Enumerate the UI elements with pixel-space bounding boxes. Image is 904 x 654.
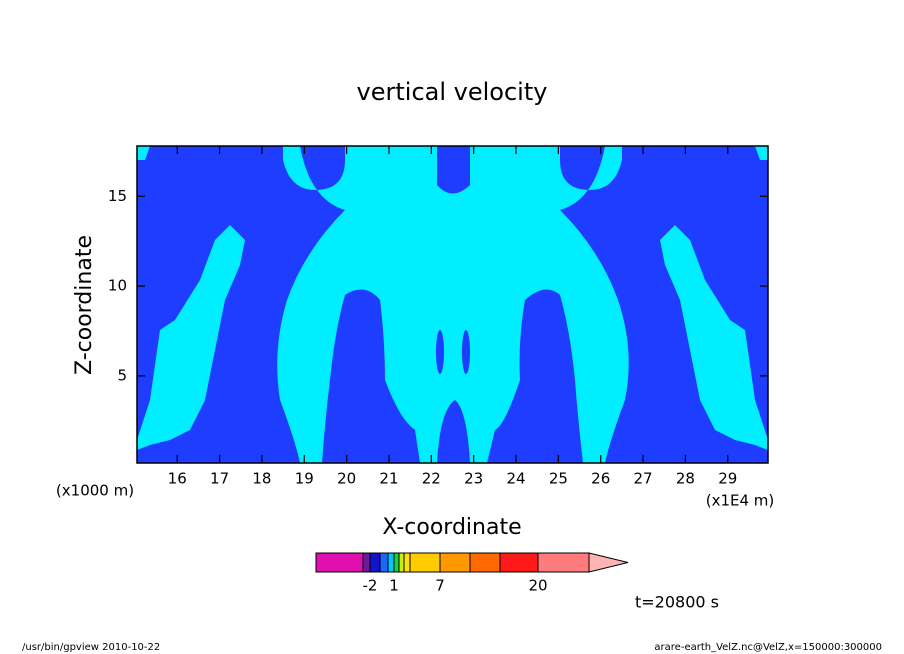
x-tick-label: 20 — [337, 470, 356, 488]
x-tick-label: 25 — [549, 470, 568, 488]
chart-title: vertical velocity — [357, 78, 548, 106]
x-tick-label: 26 — [591, 470, 610, 488]
x-tick-label: 29 — [718, 470, 737, 488]
x-scale-label: (x1000 m) — [56, 482, 134, 500]
colorbar-segment — [499, 552, 539, 573]
field-low-island — [462, 330, 470, 374]
colorbar-segment — [537, 552, 590, 573]
field-high — [137, 225, 245, 450]
colorbar-tick-label: 20 — [528, 577, 547, 595]
x-tick-label: 28 — [676, 470, 695, 488]
field-low-island — [436, 330, 444, 374]
x-tick-label: 24 — [506, 470, 525, 488]
x-axis-label: X-coordinate — [382, 515, 521, 540]
x-tick-label: 22 — [422, 470, 441, 488]
x-tick-label: 18 — [252, 470, 271, 488]
y-tick-label: 15 — [108, 187, 127, 205]
colorbar-segment — [393, 552, 400, 573]
y-tick-label: 10 — [108, 277, 127, 295]
colorbar-tick-label: 1 — [389, 577, 399, 595]
annotation: t=20800 s — [635, 593, 719, 612]
colorbar-extension — [588, 552, 629, 573]
colorbar-segment — [362, 552, 371, 573]
footer-right: arare-earth_VelZ.nc@VelZ,x=150000:300000 — [654, 642, 882, 653]
colorbar-segment — [403, 552, 411, 573]
colorbar-tick-label: 7 — [435, 577, 445, 595]
field-high — [277, 146, 629, 463]
footer-left: /usr/bin/gpview 2010-10-22 — [22, 642, 160, 653]
x-tick-label: 16 — [168, 470, 187, 488]
colorbar-segment — [409, 552, 441, 573]
colorbar-tick-label: -2 — [363, 577, 378, 595]
x-tick-label: 21 — [379, 470, 398, 488]
x-tick-label: 23 — [464, 470, 483, 488]
colorbar-segment — [315, 552, 364, 573]
field-high — [660, 225, 768, 450]
colorbar-segment — [379, 552, 389, 573]
plot-frame — [136, 145, 769, 464]
colorbar-segment — [369, 552, 381, 573]
y-tick-label: 5 — [117, 366, 127, 384]
colorbar-segment — [387, 552, 395, 573]
colorbar-segment — [469, 552, 501, 573]
x-tick-label: 19 — [295, 470, 314, 488]
x-unit-label: (x1E4 m) — [706, 492, 775, 510]
x-tick-label: 27 — [634, 470, 653, 488]
colorbar-segment — [398, 552, 405, 573]
contour-field — [137, 146, 768, 463]
x-tick-label: 17 — [210, 470, 229, 488]
colorbar-segment — [439, 552, 471, 573]
y-axis-label: Z-coordinate — [72, 235, 97, 375]
